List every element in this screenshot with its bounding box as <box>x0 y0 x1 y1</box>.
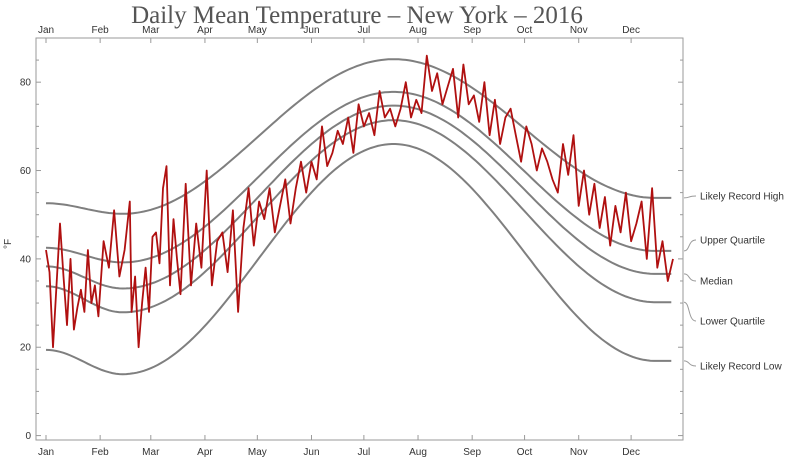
x-tick-label: Apr <box>197 447 213 458</box>
plot-frame <box>35 37 684 441</box>
x-tick-label-top: Sep <box>463 25 481 36</box>
band-label-likely-record-high: Likely Record High <box>700 192 784 203</box>
x-tick-label: Sep <box>463 447 481 458</box>
band-likely-record-high <box>45 58 672 215</box>
y-axis: 0 20 40 60 80 <box>20 59 683 442</box>
x-tick-label-top: Nov <box>570 25 588 36</box>
band-leader-likely-record-high <box>683 195 697 199</box>
x-tick-label-top: Aug <box>409 25 427 36</box>
x-tick-label-top: May <box>248 25 267 36</box>
x-axis: Jan Jan Feb Feb Mar Mar Apr Apr May May Jun Jun Jul J… <box>38 25 640 458</box>
band-leader-likely-record-low <box>683 360 697 367</box>
y-tick-label: 40 <box>20 254 32 265</box>
temperature-line <box>45 54 674 349</box>
temperature-series <box>45 54 674 349</box>
x-tick-label-top: Apr <box>197 25 213 36</box>
chart-title: Daily Mean Temperature – New York – 2016 <box>131 2 583 29</box>
x-tick-label-top: Jan <box>38 25 54 36</box>
band-lower-quartile <box>45 119 672 314</box>
band-upper-quartile <box>45 90 672 264</box>
x-tick-label: Mar <box>142 447 160 458</box>
x-tick-label-top: Jun <box>303 25 319 36</box>
x-tick-label: Oct <box>517 447 533 458</box>
x-tick-label: Jul <box>357 447 370 458</box>
x-tick-label: Feb <box>92 447 110 458</box>
y-tick-label: 60 <box>20 166 32 177</box>
band-leader-median <box>683 273 697 282</box>
x-tick-label: Jun <box>303 447 319 458</box>
y-axis-label: °F <box>3 239 14 249</box>
y-tick-label: 0 <box>25 431 31 442</box>
x-tick-label: Aug <box>409 447 427 458</box>
x-tick-label: Dec <box>622 447 640 458</box>
band-label-upper-quartile: Upper Quartile <box>700 236 765 247</box>
x-tick-label-top: Jul <box>357 25 370 36</box>
x-tick-label-top: Dec <box>622 25 640 36</box>
band-label-median: Median <box>700 277 733 288</box>
band-label-lower-quartile: Lower Quartile <box>700 317 765 328</box>
y-tick-label: 20 <box>20 343 32 354</box>
band-leader-upper-quartile <box>683 239 697 252</box>
x-tick-label: Jan <box>38 447 54 458</box>
x-tick-label: May <box>248 447 267 458</box>
y-tick-label: 80 <box>20 78 32 89</box>
x-tick-label-top: Feb <box>92 25 110 36</box>
x-tick-label-top: Mar <box>142 25 160 36</box>
band-labels: Likely Record High Upper Quartile Median Lo… <box>683 192 784 373</box>
x-tick-label-top: Oct <box>517 25 533 36</box>
band-label-likely-record-low: Likely Record Low <box>700 362 782 373</box>
x-tick-label: Nov <box>570 447 588 458</box>
band-likely-record-low <box>45 143 672 376</box>
band-leader-lower-quartile <box>683 301 697 322</box>
